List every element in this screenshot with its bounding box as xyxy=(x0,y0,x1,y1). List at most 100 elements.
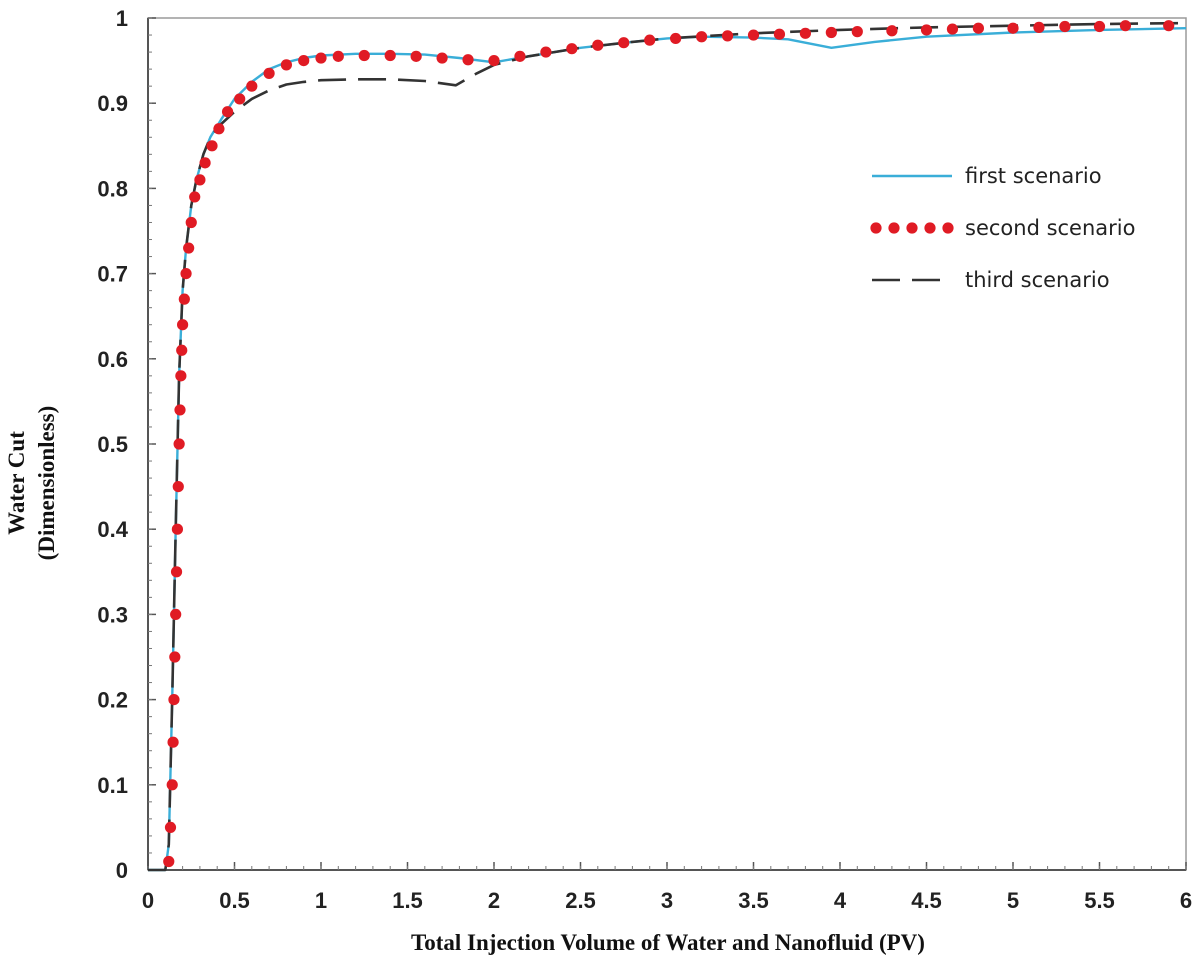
second-scenario-point xyxy=(163,855,175,868)
second-scenario-point xyxy=(1033,21,1045,33)
second-scenario-point xyxy=(1093,20,1106,33)
x-tick-label: 0 xyxy=(142,888,154,913)
second-scenario-point xyxy=(566,43,578,55)
second-scenario-point xyxy=(246,80,258,92)
y-axis-title-line1: Water Cut xyxy=(4,431,29,535)
second-scenario-point xyxy=(170,608,182,621)
legend-label-second-scenario: second scenario xyxy=(965,216,1135,240)
second-scenario-point xyxy=(410,50,422,62)
y-tick-label: 0.1 xyxy=(97,773,128,798)
x-tick-label: 3 xyxy=(661,888,673,913)
second-scenario-point xyxy=(213,123,225,135)
first-scenario-line xyxy=(148,27,1187,872)
second-scenario-point xyxy=(174,404,186,416)
y-tick-label: 0.9 xyxy=(97,91,128,116)
x-tick-label: 5 xyxy=(1007,888,1019,913)
second-scenario-point xyxy=(171,523,184,535)
plot-area-frame xyxy=(147,17,1187,871)
second-scenario-point xyxy=(514,50,526,62)
y-axis-title-line2: (Dimensionless) xyxy=(34,406,59,561)
second-scenario-point xyxy=(199,157,211,169)
second-scenario-point xyxy=(169,651,181,663)
second-scenario-point xyxy=(221,106,234,118)
y-tick-label: 0 xyxy=(116,858,128,883)
x-tick-label: 2 xyxy=(488,888,500,913)
second-scenario-point xyxy=(920,24,933,36)
y-tick-label: 0.6 xyxy=(97,347,128,372)
y-tick-label: 0.4 xyxy=(97,517,128,542)
second-scenario-point xyxy=(206,140,218,152)
second-scenario-point xyxy=(358,49,370,62)
second-scenario-point xyxy=(173,438,185,450)
x-tick-label: 2.5 xyxy=(565,888,596,913)
second-scenario-point xyxy=(315,52,327,64)
second-scenario-point xyxy=(1163,20,1175,32)
second-scenario-point xyxy=(167,736,179,748)
legend-marker-second-scenario xyxy=(870,222,882,234)
second-scenario-point xyxy=(178,293,190,305)
x-tick-label: 0.5 xyxy=(219,888,250,913)
second-scenario-point xyxy=(1119,20,1132,32)
legend-label-third-scenario: third scenario xyxy=(965,268,1110,292)
x-tick-label: 1 xyxy=(315,888,327,913)
x-axis-title: Total Injection Volume of Water and Nano… xyxy=(411,930,925,955)
second-scenario-point xyxy=(488,55,500,67)
second-scenario-point xyxy=(1059,20,1071,33)
legend-marker-second-scenario xyxy=(906,222,918,234)
second-scenario-point xyxy=(194,174,206,186)
legend-label-first-scenario: first scenario xyxy=(965,164,1102,188)
third-scenario-line xyxy=(148,21,1187,872)
x-axis-ticks: 0 0.5 1 1.5 2 2.5 3 3.5 4 4.5 5 5.5 6 xyxy=(142,862,1192,913)
y-tick-label: 1 xyxy=(116,6,128,31)
second-scenario-point xyxy=(170,566,183,578)
x-tick-label: 1.5 xyxy=(392,888,423,913)
y-tick-label: 0.3 xyxy=(97,602,128,627)
second-scenario-point xyxy=(185,216,197,229)
second-scenario-point xyxy=(168,694,180,706)
second-scenario-point xyxy=(180,268,192,280)
y-tick-label: 0.5 xyxy=(97,432,128,457)
y-axis-title: Water Cut (Dimensionless) xyxy=(4,406,59,561)
legend-marker-second-scenario xyxy=(888,222,900,234)
second-scenario-point xyxy=(644,34,656,46)
y-tick-label: 0.2 xyxy=(97,688,128,713)
second-scenario-point xyxy=(177,319,189,331)
y-tick-label: 0.8 xyxy=(97,176,128,201)
second-scenario-point xyxy=(436,52,448,64)
x-tick-label: 6 xyxy=(1180,888,1192,913)
second-scenario-point xyxy=(462,54,474,66)
second-scenario-point xyxy=(234,93,246,105)
second-scenario-point xyxy=(332,50,344,62)
y-axis-ticks: 0 0.1 0.2 0.3 0.4 0.5 0.6 0.7 0.8 0.9 1 xyxy=(97,6,156,883)
second-scenario-point xyxy=(384,49,396,62)
legend: first scenario second scenario third scena… xyxy=(870,164,1135,292)
second-scenario-point xyxy=(799,27,812,39)
second-scenario-point xyxy=(851,26,863,38)
second-scenario-point xyxy=(972,22,985,34)
second-scenario-point xyxy=(164,821,177,834)
second-scenario-point xyxy=(298,55,310,67)
second-scenario-point xyxy=(183,242,195,254)
second-scenario-point xyxy=(618,37,630,49)
second-scenario-point xyxy=(1007,22,1019,34)
second-scenario-point xyxy=(773,28,786,40)
x-tick-label: 4 xyxy=(834,888,847,913)
second-scenario-point xyxy=(189,191,201,203)
plot-border xyxy=(147,17,1187,871)
second-scenario-point xyxy=(175,370,187,382)
second-scenario-point xyxy=(747,29,760,41)
second-scenario-point xyxy=(172,481,184,493)
second-scenario-point xyxy=(825,26,837,39)
x-tick-label: 3.5 xyxy=(738,888,769,913)
legend-marker-second-scenario xyxy=(924,222,936,234)
x-tick-label: 4.5 xyxy=(911,888,942,913)
second-scenario-point xyxy=(721,30,734,42)
second-scenario-point xyxy=(670,32,682,45)
legend-marker-second-scenario xyxy=(942,222,954,234)
series-layer xyxy=(148,20,1187,872)
y-tick-label: 0.7 xyxy=(97,262,128,287)
second-scenario-point xyxy=(540,46,552,58)
x-tick-label: 5.5 xyxy=(1084,888,1115,913)
second-scenario-point xyxy=(592,39,604,51)
